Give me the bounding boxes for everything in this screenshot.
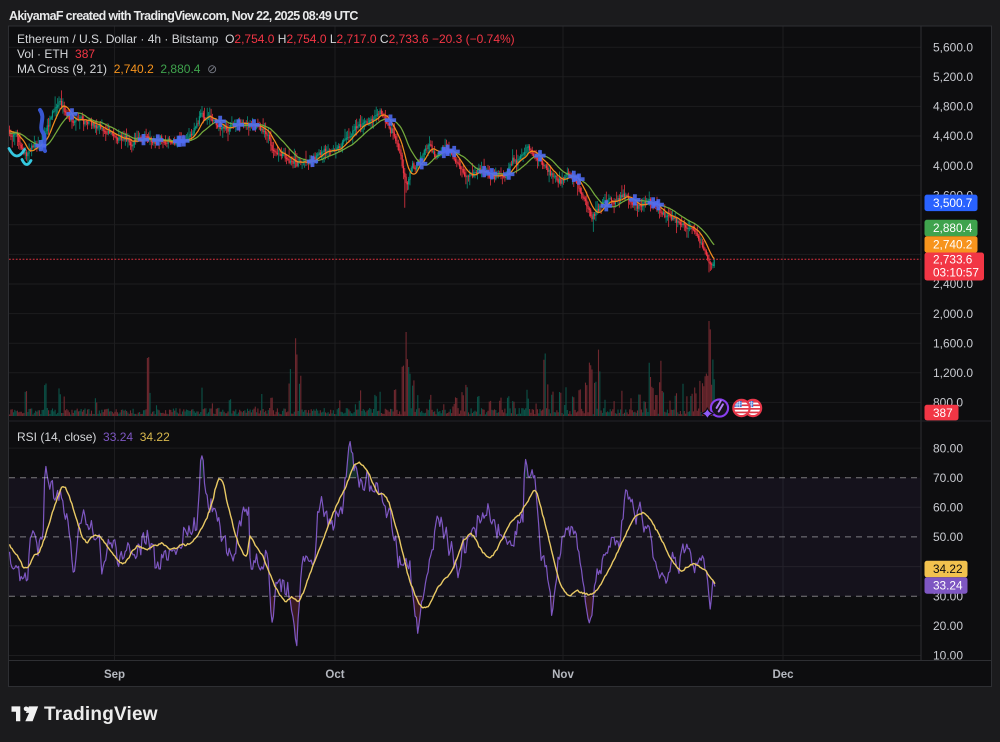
- svg-text:03:10:57: 03:10:57: [933, 266, 979, 280]
- svg-text:5,600.0: 5,600.0: [933, 40, 973, 54]
- svg-text:10.00: 10.00: [933, 649, 963, 663]
- svg-text:60.00: 60.00: [933, 501, 963, 515]
- svg-text:34.22: 34.22: [933, 562, 963, 576]
- svg-text:387: 387: [933, 406, 953, 420]
- svg-text:20.00: 20.00: [933, 619, 963, 633]
- svg-text:Oct: Oct: [325, 669, 344, 681]
- svg-text:2,740.2: 2,740.2: [933, 238, 972, 252]
- svg-text:Nov: Nov: [552, 669, 574, 681]
- svg-text:4,800.0: 4,800.0: [933, 100, 973, 114]
- svg-text:1,200.0: 1,200.0: [933, 366, 973, 380]
- svg-text:2,400.0: 2,400.0: [933, 277, 973, 291]
- svg-text:4,400.0: 4,400.0: [933, 129, 973, 143]
- svg-text:2,733.6: 2,733.6: [933, 253, 973, 267]
- svg-text:5,200.0: 5,200.0: [933, 70, 973, 84]
- svg-text:50.00: 50.00: [933, 530, 963, 544]
- svg-text:1,600.0: 1,600.0: [933, 336, 973, 350]
- svg-text:2,000.0: 2,000.0: [933, 307, 973, 321]
- svg-text:4,000.0: 4,000.0: [933, 159, 973, 173]
- svg-text:Sep: Sep: [104, 669, 125, 681]
- svg-text:80.00: 80.00: [933, 441, 963, 455]
- svg-text:70.00: 70.00: [933, 471, 963, 485]
- svg-text:33.24: 33.24: [933, 579, 963, 593]
- svg-text:Dec: Dec: [772, 669, 794, 681]
- svg-text:3,500.7: 3,500.7: [933, 196, 972, 210]
- svg-text:2,880.4: 2,880.4: [933, 221, 973, 235]
